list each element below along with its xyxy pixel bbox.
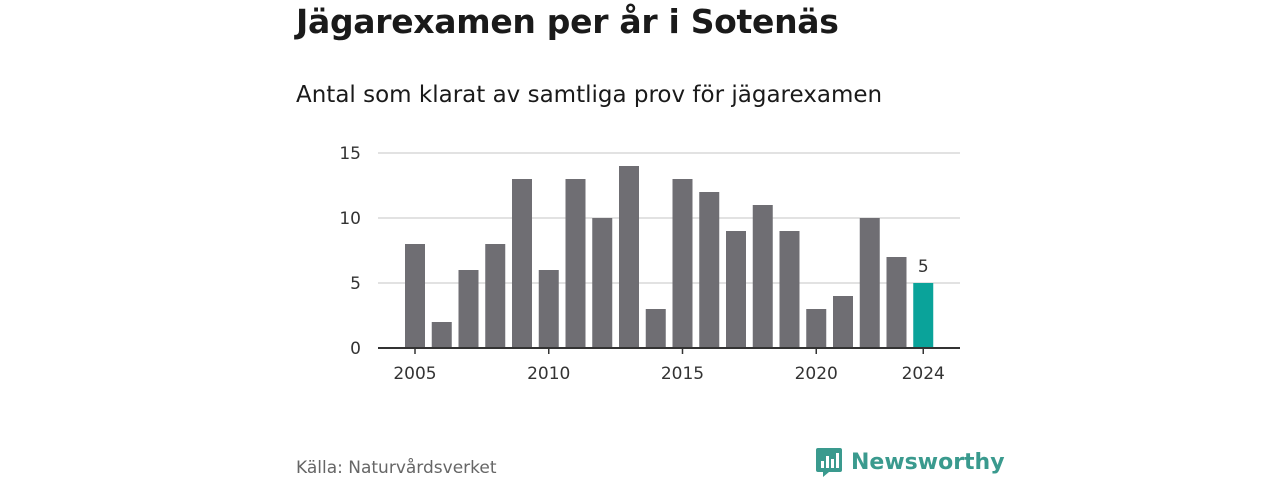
y-tick-label: 5 (350, 274, 361, 294)
bar (779, 231, 800, 348)
chart-subtitle: Antal som klarat av samtliga prov för jä… (296, 82, 883, 108)
brand-logo: Newsworthy (815, 446, 1005, 478)
bar (806, 309, 827, 348)
x-tick-label: 2024 (902, 364, 945, 384)
bar (512, 179, 532, 348)
bar (752, 205, 773, 348)
bar (726, 231, 746, 348)
bar (485, 244, 506, 348)
y-tick-label: 15 (339, 144, 361, 164)
bar (405, 244, 425, 348)
x-tick-label: 2010 (527, 364, 570, 384)
bar (859, 218, 880, 348)
chart-title: Jägarexamen per år i Sotenäs (296, 2, 839, 41)
bar (431, 322, 452, 348)
x-tick-label: 2005 (393, 364, 436, 384)
bar (645, 309, 666, 348)
bar (672, 179, 693, 348)
brand-name: Newsworthy (851, 449, 1005, 475)
x-tick-label: 2020 (795, 364, 838, 384)
bar (538, 270, 559, 348)
bar (699, 192, 720, 348)
bar (619, 166, 639, 348)
y-tick-label: 10 (339, 209, 361, 229)
y-tick-label: 0 (350, 339, 361, 359)
data-label-highlight: 5 (918, 257, 929, 277)
newsworthy-logo-icon (816, 448, 842, 477)
bar (886, 257, 907, 348)
bar (458, 270, 479, 348)
bar-highlight (913, 283, 934, 348)
bar (565, 179, 586, 348)
bar (592, 218, 613, 348)
x-tick-label: 2015 (661, 364, 704, 384)
bar (833, 296, 853, 348)
source-note: Källa: Naturvårdsverket (296, 458, 497, 478)
